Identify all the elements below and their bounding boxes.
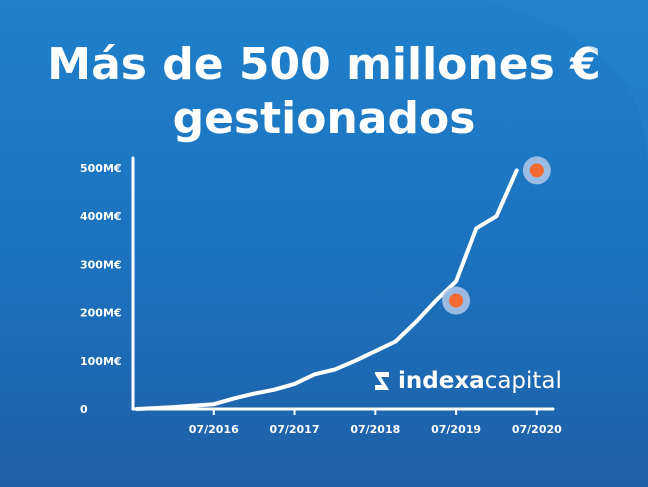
y-tick-label: 200M€ — [80, 307, 122, 320]
brand-name-light: capital — [484, 368, 562, 394]
y-tick-label: 0 — [80, 403, 88, 416]
brand-mark-icon — [375, 372, 389, 390]
page-title: Más de 500 millones € — [47, 39, 601, 90]
x-tick-label: 07/2016 — [189, 423, 239, 436]
brand-name-bold: indexa — [398, 368, 485, 394]
y-tick-label: 300M€ — [80, 258, 122, 271]
highlight-point — [529, 163, 544, 178]
y-tick-label: 400M€ — [80, 210, 122, 223]
y-tick-label: 500M€ — [80, 162, 122, 175]
y-tick-label: 100M€ — [80, 355, 122, 368]
x-tick-label: 07/2018 — [350, 423, 400, 436]
highlight-point — [449, 293, 464, 308]
managed-assets-line — [135, 168, 519, 411]
background-swoosh — [480, 0, 648, 180]
x-tick-labels: 07/2016 07/2017 07/2018 07/2019 07/2020 — [189, 409, 562, 436]
x-tick-label: 07/2017 — [270, 423, 320, 436]
y-tick-labels: 0 100M€ 200M€ 300M€ 400M€ 500M€ — [80, 162, 122, 416]
highlight-markers — [442, 156, 551, 315]
x-tick-label: 07/2020 — [512, 423, 562, 436]
x-tick-label: 07/2019 — [431, 423, 481, 436]
series-line — [135, 168, 519, 411]
page-subtitle: gestionados — [172, 93, 476, 144]
brand-logo: indexa capital — [372, 366, 562, 396]
